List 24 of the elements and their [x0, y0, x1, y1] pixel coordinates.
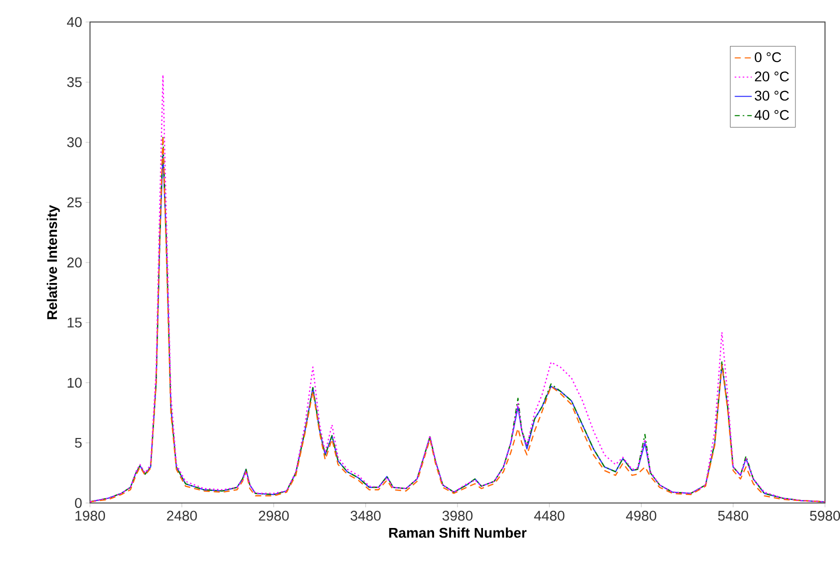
legend-label: 0 °C [754, 52, 782, 62]
x-tick-label: 2980 [258, 510, 289, 521]
y-tick-label: 30 [67, 137, 82, 148]
x-axis-title: Raman Shift Number [389, 528, 527, 538]
x-tick-label: 3480 [350, 510, 381, 521]
y-tick-label: 35 [67, 77, 82, 88]
x-tick-label: 1980 [75, 510, 106, 521]
y-tick-label: 15 [68, 318, 82, 328]
y-tick-label: 40 [66, 17, 82, 27]
legend-label: 20 °C [754, 71, 789, 82]
legend-label: 40 °C [754, 110, 789, 120]
x-tick-label: 5480 [718, 510, 748, 521]
y-axis-title: Relative Intensity [46, 205, 60, 320]
legend-label: 30 °C [754, 90, 789, 101]
x-tick-label: 2480 [167, 510, 197, 521]
x-tick-label: 5980 [810, 510, 840, 521]
x-tick-label: 4980 [626, 510, 656, 521]
x-tick-label: 4480 [534, 510, 564, 521]
x-tick-label: 3980 [442, 510, 473, 521]
y-tick-label: 0 [74, 498, 82, 508]
y-tick-label: 25 [67, 197, 82, 208]
y-tick-label: 20 [67, 258, 82, 268]
y-tick-label: 5 [75, 438, 82, 448]
y-tick-label: 10 [68, 378, 82, 388]
